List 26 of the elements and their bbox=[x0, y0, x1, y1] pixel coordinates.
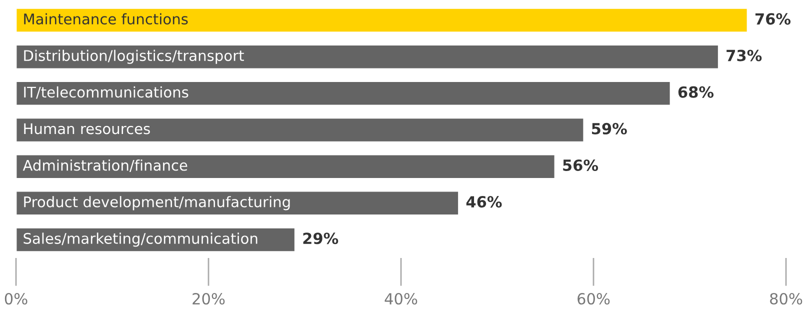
x-tick-label: 20% bbox=[192, 292, 225, 305]
y-tick-label: Maintenance functions bbox=[24, 13, 188, 25]
data-label: 46% bbox=[466, 196, 502, 208]
bar bbox=[16, 190, 460, 216]
data-label: 76% bbox=[755, 13, 791, 25]
data-label: 29% bbox=[303, 232, 338, 244]
x-tick-label: 60% bbox=[578, 292, 610, 305]
bar bbox=[16, 8, 748, 34]
bar bbox=[16, 154, 556, 180]
bar bbox=[16, 44, 720, 70]
y-tick-label: Product development/manufacturing bbox=[24, 196, 290, 210]
x-tick-label: 80% bbox=[770, 292, 802, 305]
y-tick-label: Human resources bbox=[24, 123, 150, 134]
data-label: 56% bbox=[563, 159, 598, 172]
x-tick-label: 40% bbox=[384, 292, 418, 305]
bar bbox=[16, 80, 672, 106]
data-label: 59% bbox=[592, 122, 627, 134]
x-tick-label: 0% bbox=[4, 292, 28, 305]
y-tick-label: Administration/finance bbox=[22, 160, 188, 172]
bar bbox=[16, 117, 585, 143]
data-label: 68% bbox=[678, 86, 714, 98]
data-label: 73% bbox=[726, 50, 762, 62]
y-tick-label: IT/telecommunications bbox=[24, 86, 188, 99]
y-tick-label: Distribution/logistics/transport bbox=[24, 50, 244, 64]
bar bbox=[16, 226, 296, 252]
y-tick-label: Sales/marketing/communication bbox=[24, 232, 258, 247]
